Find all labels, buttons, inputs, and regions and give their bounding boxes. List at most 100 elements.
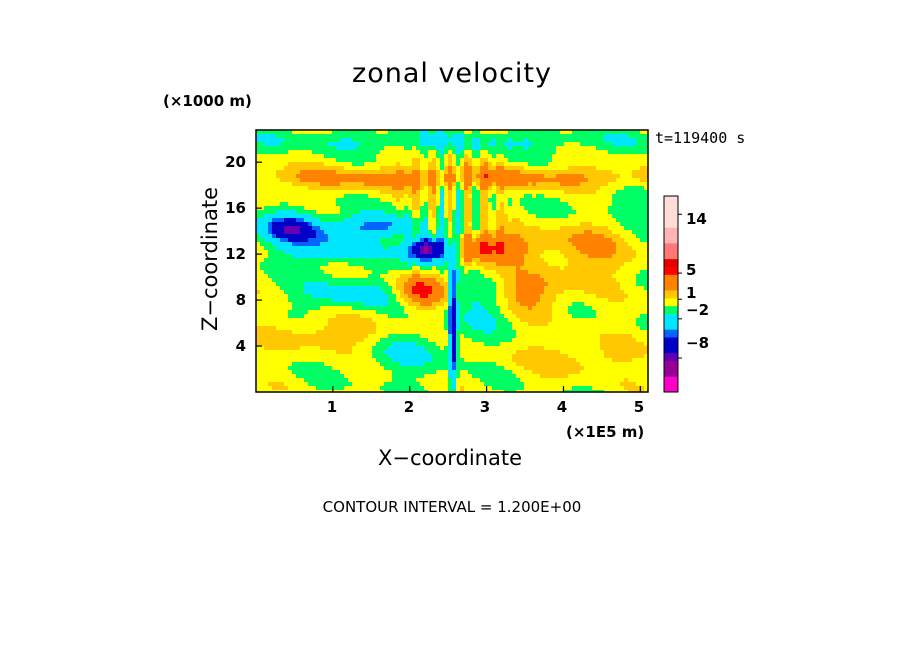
field-cell <box>388 202 393 207</box>
field-cell <box>308 242 313 247</box>
field-cell <box>532 150 537 155</box>
field-cell <box>412 190 417 195</box>
field-cell <box>504 158 509 163</box>
field-cell <box>472 190 477 195</box>
field-cell <box>532 286 537 291</box>
field-cell <box>564 298 569 303</box>
field-cell <box>400 266 405 271</box>
field-cell <box>496 134 501 139</box>
field-cell <box>408 258 413 263</box>
field-cell <box>488 314 493 319</box>
field-cell <box>496 202 501 207</box>
field-cell <box>332 214 337 219</box>
field-cell <box>576 274 581 279</box>
field-cell <box>516 142 521 147</box>
field-cell <box>436 214 441 219</box>
field-cell <box>480 146 485 151</box>
field-cell <box>372 206 377 211</box>
field-cell <box>436 162 441 167</box>
field-cell <box>636 178 641 183</box>
field-cell <box>436 314 441 319</box>
field-cell <box>336 302 341 307</box>
field-cell <box>372 246 377 251</box>
field-cell <box>464 266 469 271</box>
field-cell <box>320 234 325 239</box>
field-cell <box>276 202 281 207</box>
field-cell <box>476 270 481 275</box>
field-cell <box>464 226 469 231</box>
field-cell <box>440 330 445 335</box>
field-cell <box>516 174 521 179</box>
field-cell <box>256 234 261 239</box>
field-cell <box>264 326 269 331</box>
field-cell <box>344 274 349 279</box>
field-cell <box>568 186 573 191</box>
field-cell <box>460 206 465 211</box>
field-cell <box>384 130 389 135</box>
field-cell <box>576 134 581 139</box>
field-cell <box>548 190 553 195</box>
field-cell <box>288 294 293 299</box>
field-cell <box>396 150 401 155</box>
field-cell <box>284 194 289 199</box>
field-cell <box>480 330 485 335</box>
field-cell <box>624 166 629 171</box>
field-cell <box>316 258 321 263</box>
field-cell <box>336 222 341 227</box>
field-cell <box>324 234 329 239</box>
field-cell <box>520 230 525 235</box>
field-cell <box>588 250 593 255</box>
field-cell <box>524 158 529 163</box>
field-cell <box>540 250 545 255</box>
field-cell <box>500 218 505 223</box>
field-cell <box>488 258 493 263</box>
field-cell <box>460 314 465 319</box>
field-cell <box>556 134 561 139</box>
field-cell <box>552 294 557 299</box>
field-cell <box>572 142 577 147</box>
field-cell <box>608 310 613 315</box>
field-cell <box>600 246 605 251</box>
field-cell <box>556 262 561 267</box>
field-cell <box>560 302 565 307</box>
field-cell <box>596 286 601 291</box>
field-cell <box>328 214 333 219</box>
field-cell <box>356 246 361 251</box>
field-cell <box>512 306 517 311</box>
field-cell <box>392 238 397 243</box>
field-cell <box>440 242 445 247</box>
field-cell <box>592 318 597 323</box>
field-cell <box>360 202 365 207</box>
field-cell <box>368 226 373 231</box>
field-cell <box>644 158 648 163</box>
field-cell <box>392 254 397 259</box>
field-cell <box>628 142 633 147</box>
field-cell <box>568 306 573 311</box>
field-cell <box>332 326 337 331</box>
field-cell <box>592 330 597 335</box>
field-cell <box>280 282 285 287</box>
field-cell <box>520 206 525 211</box>
field-cell <box>440 178 445 183</box>
field-cell <box>496 138 501 143</box>
field-cell <box>392 202 397 207</box>
field-cell <box>568 162 573 167</box>
field-cell <box>332 162 337 167</box>
field-cell <box>416 282 421 287</box>
field-cell <box>548 226 553 231</box>
field-cell <box>596 282 601 287</box>
field-cell <box>388 274 393 279</box>
field-cell <box>504 178 509 183</box>
field-cell <box>388 194 393 199</box>
field-cell <box>292 318 297 323</box>
field-cell <box>560 282 565 287</box>
field-cell <box>400 310 405 315</box>
field-cell <box>580 274 585 279</box>
field-cell <box>260 258 265 263</box>
field-cell <box>344 298 349 303</box>
field-cell <box>568 266 573 271</box>
field-cell <box>440 162 445 167</box>
field-cell <box>460 202 465 207</box>
field-cell <box>512 242 517 247</box>
field-cell <box>488 310 493 315</box>
